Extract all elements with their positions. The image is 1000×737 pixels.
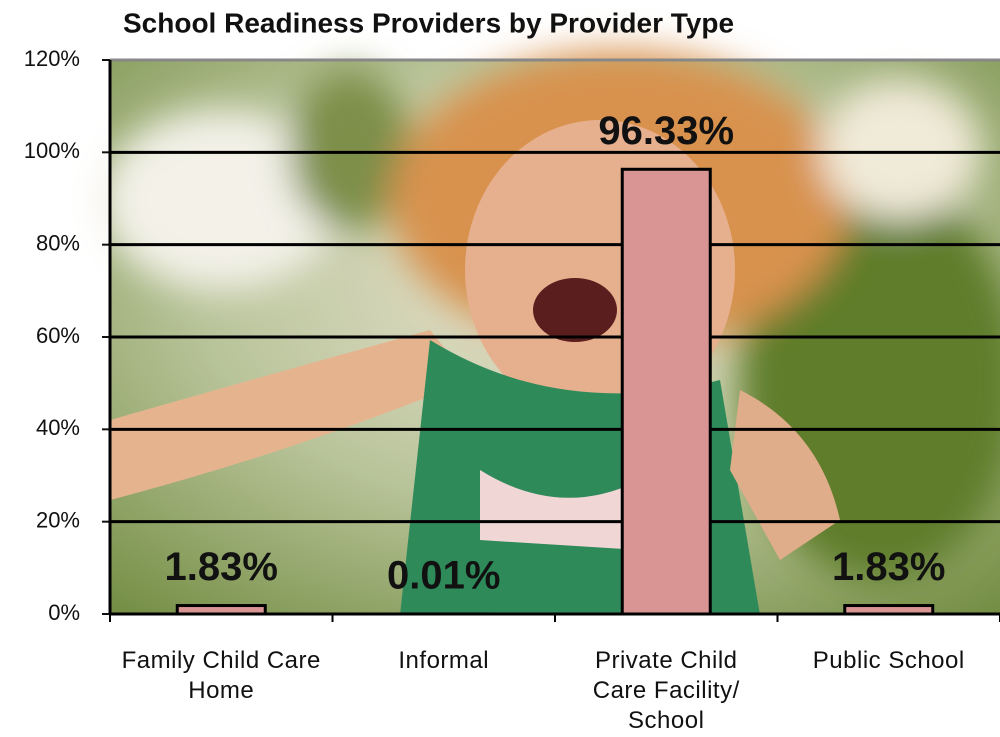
y-tick-label: 0% <box>48 600 80 625</box>
value-label: 1.83% <box>165 545 278 589</box>
x-tick-label: Family Child Care Home <box>121 647 321 704</box>
chart-title: School Readiness Providers by Provider T… <box>123 7 734 38</box>
y-tick-label: 100% <box>24 138 80 163</box>
bar <box>843 604 935 616</box>
y-tick-label: 60% <box>36 323 80 348</box>
bar <box>620 167 712 616</box>
y-tick-label: 20% <box>36 507 80 532</box>
y-tick-label: 80% <box>36 230 80 255</box>
background-photo <box>100 50 1000 615</box>
x-tick-label: Informal <box>398 647 490 674</box>
bar <box>175 604 267 616</box>
value-label: 1.83% <box>832 545 945 589</box>
value-label: 0.01% <box>387 554 500 598</box>
value-label: 96.33% <box>598 109 734 153</box>
y-tick-label: 120% <box>24 46 80 71</box>
x-tick-label: Private Child Care Facility/ School <box>592 647 740 734</box>
x-tick-label: Public School <box>812 647 965 674</box>
y-tick-label: 40% <box>36 415 80 440</box>
